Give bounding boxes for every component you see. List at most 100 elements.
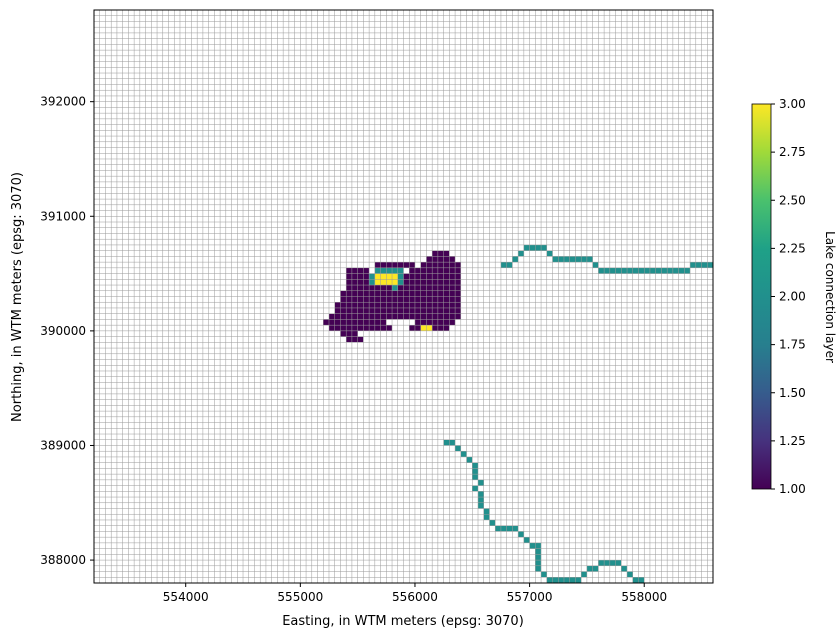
cell-layer1-218 (455, 313, 461, 320)
cell-layer1-114 (374, 325, 381, 331)
cell-layer1-27 (351, 273, 358, 280)
cell-layer1-32 (357, 279, 364, 286)
cell-layer1-181 (437, 296, 444, 303)
cell-layer1-190 (426, 302, 433, 308)
cell-layer1-12 (437, 256, 444, 263)
cell-layer2-47 (443, 439, 450, 446)
cell-layer1-171 (443, 290, 450, 297)
grid-rows (94, 9, 713, 584)
cell-layer2-0 (374, 267, 381, 274)
cell-layer1-17 (432, 262, 438, 268)
x-tick-label: 557000 (507, 590, 553, 604)
cell-layer1-50 (386, 290, 393, 297)
cell-layer2-2 (386, 267, 393, 274)
cell-layer1-91 (369, 313, 375, 320)
cell-layer2-5 (369, 273, 375, 280)
cell-layer2-49 (455, 445, 461, 452)
cell-layer1-115 (380, 325, 387, 331)
cell-layer2-57 (478, 491, 484, 498)
cell-layer1-127 (432, 267, 438, 274)
cell-layer1-230 (443, 325, 450, 331)
cell-layer1-112 (363, 325, 370, 331)
x-tick-label: 555000 (277, 590, 323, 604)
cell-layer1-82 (386, 307, 393, 314)
cell-layer1-195 (455, 302, 461, 308)
cell-layer1-86 (340, 313, 347, 320)
cell-layer2-13 (518, 250, 524, 257)
cell-layer1-122 (357, 336, 364, 343)
cell-layer3-6 (386, 279, 393, 286)
cell-layer1-68 (369, 302, 375, 308)
cell-layer1-178 (420, 296, 427, 303)
cell-layer1-135 (420, 273, 427, 280)
cell-layer2-71 (535, 548, 542, 555)
cell-layer1-134 (414, 273, 421, 280)
cell-layer1-110 (351, 325, 358, 331)
cell-layer2-12 (512, 256, 519, 263)
cell-layer2-43 (690, 262, 696, 268)
cell-layer1-191 (432, 302, 438, 308)
cell-layer2-4 (397, 267, 404, 274)
x-tick-label: 558000 (621, 590, 667, 604)
cell-layer1-66 (357, 302, 364, 308)
cell-layer1-49 (380, 290, 387, 297)
y-tick-label: 388000 (40, 553, 86, 567)
cell-layer1-133 (409, 273, 415, 280)
cell-layer1-159 (437, 285, 444, 291)
cell-layer2-6 (397, 273, 404, 280)
cell-layer1-109 (346, 325, 352, 331)
cell-layer1-87 (346, 313, 352, 320)
cell-layer1-167 (420, 290, 427, 297)
cell-layer2-23 (575, 256, 582, 263)
cell-layer2-86 (604, 560, 610, 566)
cell-layer1-224 (443, 319, 450, 326)
cell-layer1-173 (455, 290, 461, 297)
cell-layer1-22 (346, 267, 352, 274)
cell-layer1-80 (374, 307, 381, 314)
cell-layer1-125 (420, 267, 427, 274)
cell-layer1-148 (437, 279, 444, 286)
cell-layer2-19 (552, 256, 559, 263)
cell-layer1-30 (346, 279, 352, 286)
cell-layer2-9 (392, 285, 398, 291)
cell-layer1-62 (334, 302, 341, 308)
cell-layer1-211 (414, 313, 421, 320)
cell-layer1-88 (351, 313, 358, 320)
cell-layer2-61 (483, 514, 490, 520)
cell-layer1-111 (357, 325, 364, 331)
cell-layer1-79 (369, 307, 375, 314)
cell-layer3-0 (374, 273, 381, 280)
cell-layer1-35 (351, 285, 358, 291)
cell-layer1-64 (346, 302, 352, 308)
cell-layer1-106 (328, 325, 335, 331)
cell-layer2-83 (586, 565, 593, 572)
cell-layer2-20 (558, 256, 564, 263)
cell-layer1-9 (443, 250, 450, 257)
cell-layer1-220 (420, 319, 427, 326)
cell-layer1-116 (386, 325, 393, 331)
cell-layer1-196 (397, 307, 404, 314)
cell-layer1-93 (380, 313, 387, 320)
cell-layer2-55 (472, 485, 479, 492)
cell-layer1-42 (340, 290, 347, 297)
cell-layer1-67 (363, 302, 370, 308)
x-axis-ticks: 554000 555000 556000 557000 558000 (163, 583, 667, 604)
cell-layer1-136 (426, 273, 433, 280)
y-axis-ticks: 388000 389000 390000 391000 392000 (40, 95, 94, 567)
cell-layer2-15 (529, 244, 536, 251)
cell-layer2-74 (535, 565, 542, 572)
cell-layer1-208 (397, 313, 404, 320)
cell-layer1-205 (449, 307, 456, 314)
cell-layer1-154 (409, 285, 415, 291)
cell-layer3-9 (426, 325, 433, 331)
cell-layer1-76 (351, 307, 358, 314)
cell-layer1-38 (369, 285, 375, 291)
cell-layer1-21 (455, 262, 461, 268)
cell-layer1-139 (443, 273, 450, 280)
cell-layer1-183 (449, 296, 456, 303)
cell-layer2-58 (478, 497, 484, 503)
cell-layer3-1 (380, 273, 387, 280)
cell-layer2-54 (472, 474, 479, 480)
cell-layer2-59 (478, 502, 484, 509)
cell-layer1-96 (328, 319, 335, 326)
